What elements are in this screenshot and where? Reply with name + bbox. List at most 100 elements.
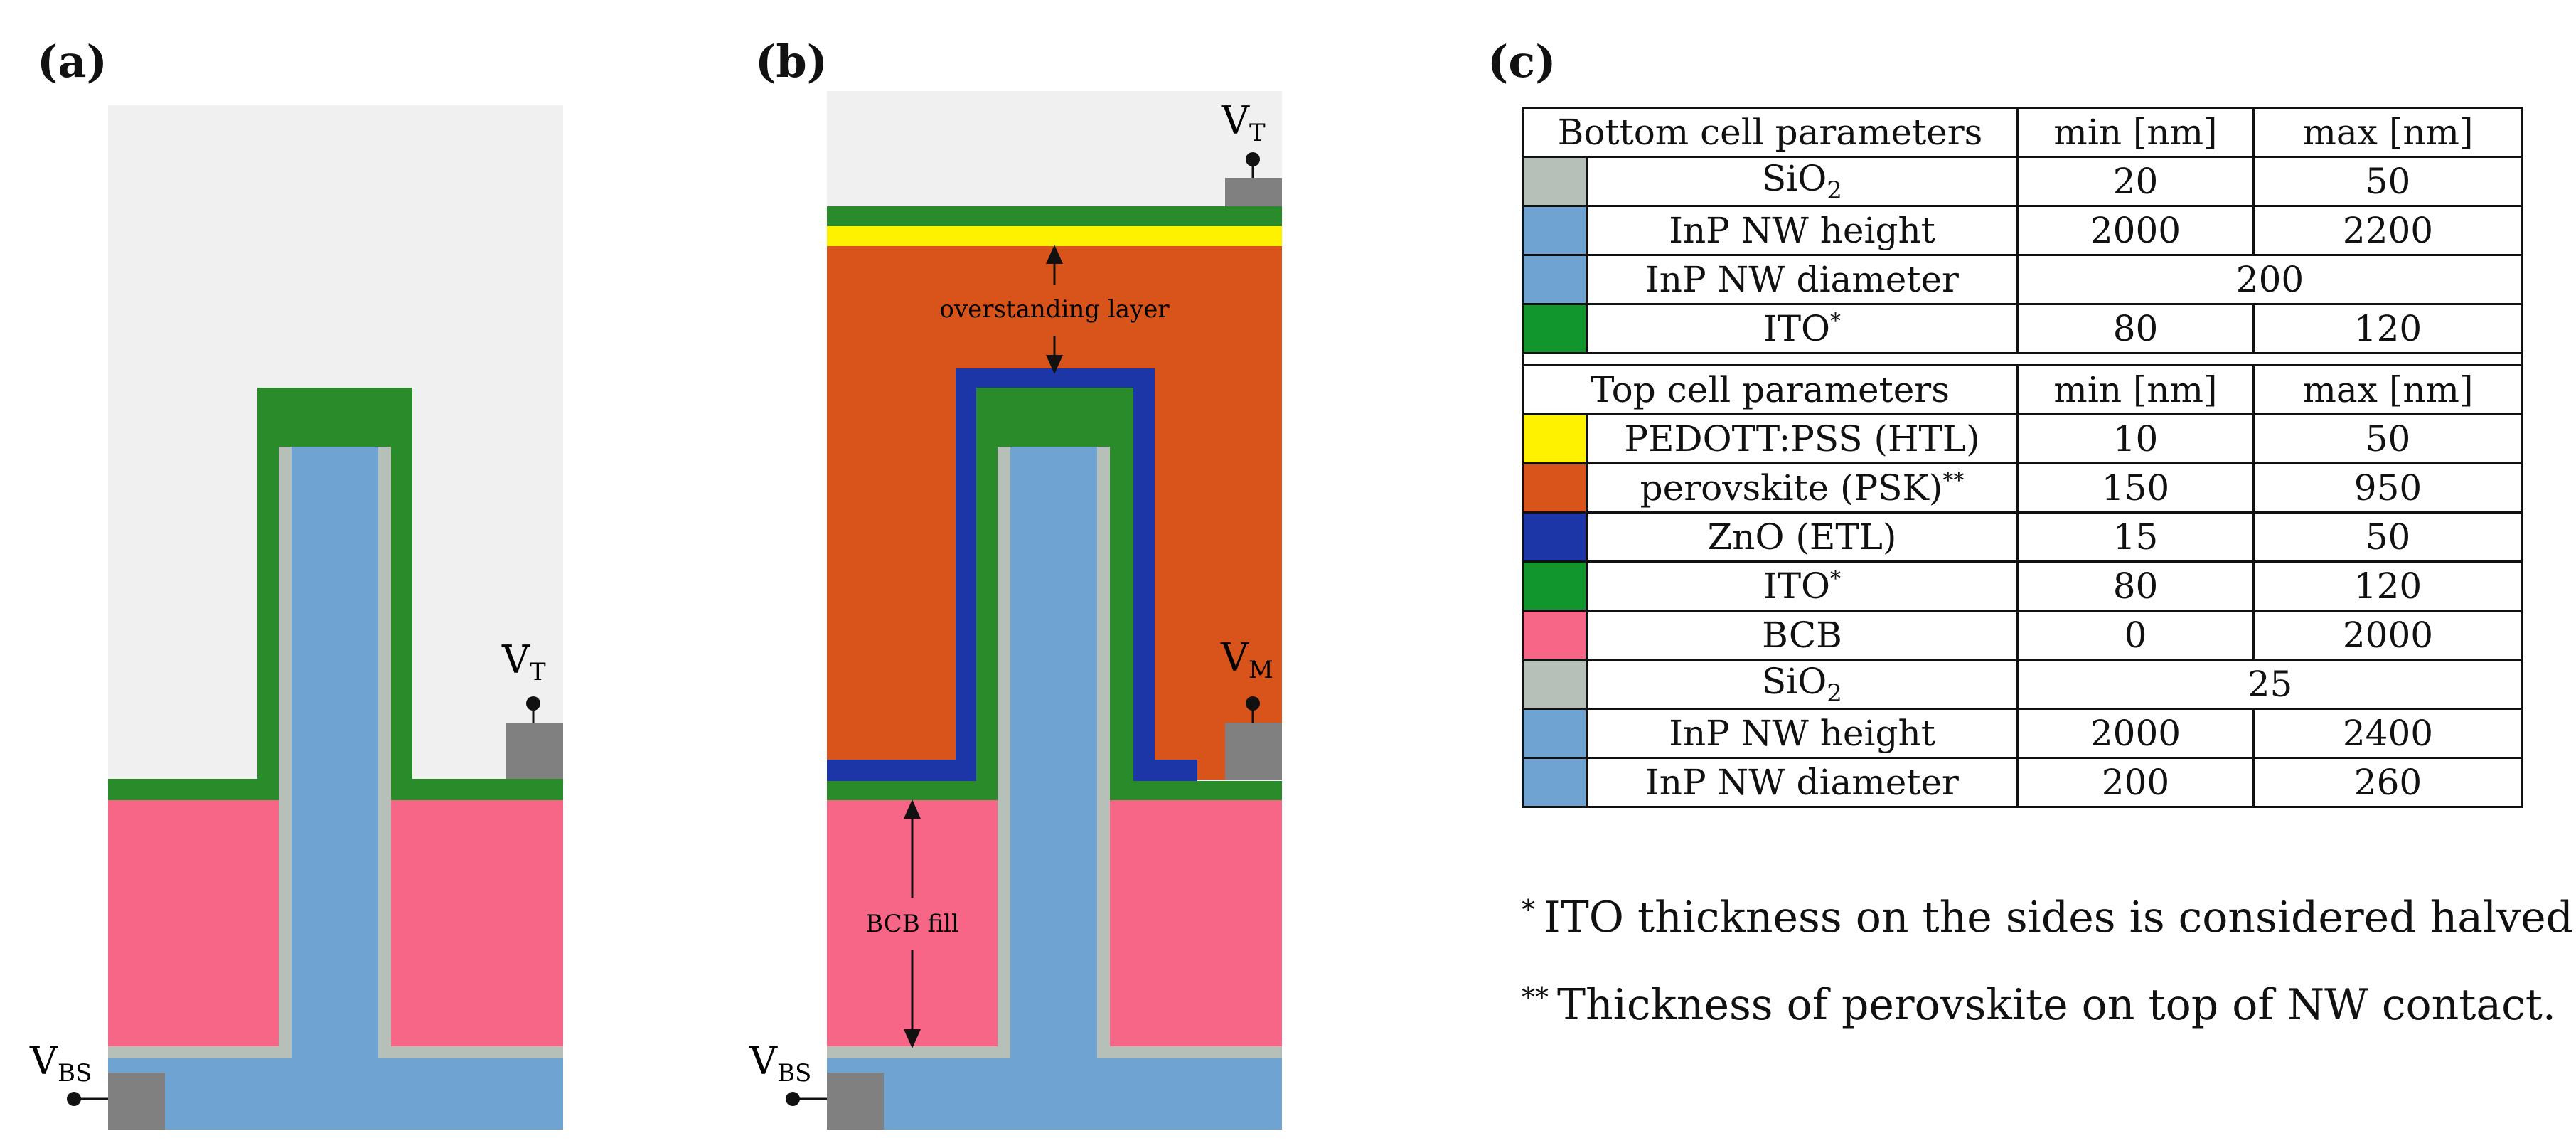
layer-color-swatch [1522,560,1588,612]
layer-name: InP NW height [1586,708,2019,759]
table-row: ZnO (ETL) 15 50 [1522,511,2523,563]
layer-color-swatch [1522,757,1588,808]
diagram-b: VT VM VBS overstanding layer BCB fill [749,91,1282,1130]
layer-color-fill [1524,514,1586,560]
layer-name: perovskite (PSK)** [1586,462,2019,514]
layer-color-swatch [1522,303,1588,354]
layer-min-value: 80 [2016,560,2255,612]
layer-name: InP NW diameter [1586,254,2019,305]
diagram-a: VT VBS [29,105,563,1130]
layer-max-value: 2200 [2252,205,2523,256]
diagram-b-terminal-mid-dot [1246,696,1260,711]
top-header-name: Top cell parameters [1522,364,2019,415]
table-row: BCB 0 2000 [1522,610,2523,661]
layer-color-fill [1524,710,1586,757]
layer-color-fill [1524,563,1586,610]
top-header-row: Top cell parameters min [nm] max [nm] [1522,364,2523,415]
bottom-header-min: min [nm] [2016,107,2255,158]
diagram-b-bcb-right [1110,800,1282,1046]
layer-max-value: 950 [2252,462,2523,514]
footnote-ito-text: ITO thickness on the sides is considered… [1544,893,2574,942]
diagram-b-terminal-mid-label: VM [1220,635,1273,684]
diagram-b-contact-top [1225,178,1282,206]
layer-name-text: SiO [1762,157,1827,199]
layer-max-value: 2000 [2252,610,2523,661]
layer-color-fill [1524,256,1586,303]
layer-color-fill [1524,158,1586,205]
diagram-b-terminal-top-dot [1246,152,1260,166]
diagram-a-terminal-top-dot [526,696,540,711]
layer-name-text: BCB [1762,615,1842,656]
footnote-perovskite-mark: ** [1522,982,1549,1013]
layer-color-swatch [1522,205,1588,256]
layer-max-value: 50 [2252,156,2523,207]
layer-name-text: ITO [1763,565,1831,607]
layer-min-value: 2000 [2016,205,2255,256]
layer-name-footnote-mark: ** [1942,468,1965,494]
layer-name-text: ZnO (ETL) [1707,516,1897,558]
diagram-b-pedot [827,226,1282,246]
layer-name: ITO* [1586,303,2019,354]
layer-name-text: InP NW diameter [1645,259,1959,300]
diagram-a-contact-bottom [108,1073,165,1130]
diagram-b-zno-left-foot [827,760,976,781]
layer-min-value: 0 [2016,610,2255,661]
diagram-a-nanowire [292,447,378,1130]
layer-min-value: 15 [2016,511,2255,563]
layer-color-swatch [1522,156,1588,207]
diagram-b-terminal-bottom-label: VBS [749,1038,811,1088]
bottom-header-name: Bottom cell parameters [1522,107,2019,158]
diagram-b-nanowire [1010,447,1097,1130]
layer-min-value: 20 [2016,156,2255,207]
top-header-max: max [nm] [2252,364,2523,415]
table-row: InP NW diameter 200 [1522,254,2523,305]
diagram-b-contact-mid [1225,723,1282,780]
layer-name-text: perovskite (PSK) [1640,467,1943,509]
layer-color-fill [1524,207,1586,254]
layer-name: InP NW height [1586,205,2019,256]
footnote-ito: * ITO thickness on the sides is considere… [1522,893,2573,942]
layer-color-fill [1524,464,1586,511]
layer-name: PEDOTT:PSS (HTL) [1586,413,2019,464]
diagram-a-bcb-left [108,800,279,1046]
layer-name: ZnO (ETL) [1586,511,2019,563]
footnote-ito-mark: * [1522,894,1535,925]
layer-name-footnote-mark: * [1830,309,1842,334]
table-row: ITO* 80 120 [1522,303,2523,354]
top-header-min: min [nm] [2016,364,2255,415]
layer-name-text: InP NW diameter [1645,762,1959,803]
layer-value-merged: 25 [2016,659,2523,710]
table-row: InP NW height 2000 2400 [1522,708,2523,759]
bottom-header-row: Bottom cell parameters min [nm] max [nm] [1522,107,2523,158]
layer-color-fill [1524,612,1586,659]
layer-name: BCB [1586,610,2019,661]
diagram-b-terminal-bottom-dot [786,1092,800,1106]
bottom-cell-section: Bottom cell parameters min [nm] max [nm]… [1522,107,2523,354]
layer-color-swatch [1522,610,1588,661]
layer-name-footnote-mark: * [1830,566,1842,592]
table-row: PEDOTT:PSS (HTL) 10 50 [1522,413,2523,464]
layer-name-text: ITO [1763,308,1831,349]
table-row: InP NW height 2000 2200 [1522,205,2523,256]
table-row: ITO* 80 120 [1522,560,2523,612]
layer-color-fill [1524,759,1586,806]
layer-name: InP NW diameter [1586,757,2019,808]
layer-name-text: InP NW height [1669,713,1935,754]
layer-max-value: 120 [2252,303,2523,354]
layer-color-swatch [1522,462,1588,514]
top-cell-section: Top cell parameters min [nm] max [nm] PE… [1522,364,2523,808]
layer-min-value: 2000 [2016,708,2255,759]
bottom-header-max: max [nm] [2252,107,2523,158]
layer-min-value: 150 [2016,462,2255,514]
table-section-divider [1522,352,2523,366]
layer-name-text: SiO [1762,660,1827,702]
layer-name-text: InP NW height [1669,210,1935,251]
diagram-b-bcb-label: BCB fill [865,910,959,938]
diagram-a-terminal-bottom-label: VBS [29,1038,92,1088]
footnote-perovskite: ** Thickness of perovskite on top of NW c… [1522,980,2556,1030]
diagram-b-terminal-top-label: VT [1221,98,1266,147]
layer-min-value: 80 [2016,303,2255,354]
diagram-a-bcb-right [391,800,563,1046]
table-row: SiO2 20 50 [1522,156,2523,207]
diagram-a-contact-top [506,723,563,779]
